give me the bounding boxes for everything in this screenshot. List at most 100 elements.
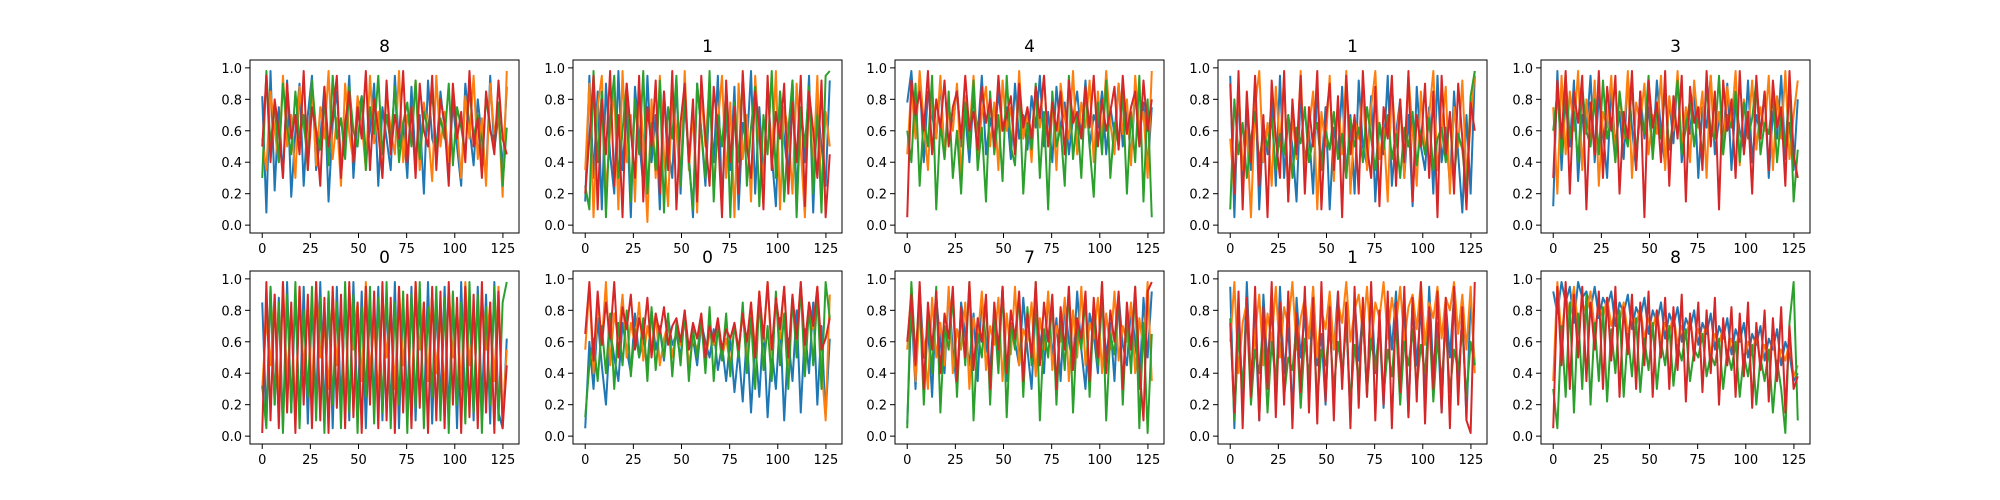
series-line-4 (261, 281, 508, 434)
x-tick-label: 75 (721, 453, 738, 468)
y-tick-label: 0.2 (221, 188, 242, 203)
subplot-title: 1 (702, 37, 713, 57)
x-tick-label: 0 (903, 242, 911, 257)
x-tick-label: 0 (258, 453, 266, 468)
x-tick-label: 125 (1782, 453, 1807, 468)
x-tick-label: 125 (814, 242, 839, 257)
y-tick-label: 0.8 (1512, 93, 1533, 108)
x-tick-label: 50 (1318, 242, 1335, 257)
series-line-4 (261, 70, 508, 187)
y-tick-label: 0.2 (1512, 188, 1533, 203)
x-tick-label: 50 (350, 453, 367, 468)
y-tick-label: 0.4 (1512, 367, 1533, 382)
y-tick-label: 1.0 (866, 273, 887, 288)
y-tick-label: 0.6 (1189, 125, 1210, 140)
x-tick-label: 25 (1270, 453, 1287, 468)
axes-frame (1540, 59, 1811, 234)
x-tick-label: 75 (398, 453, 415, 468)
x-tick-label: 100 (765, 242, 790, 257)
subplot-9: 1 0 25 50 75 100 125 0.0 0.2 0.4 0.6 0.8 1.0 (1189, 248, 1488, 468)
x-tick-label: 75 (1043, 453, 1060, 468)
y-tick-label: 0.2 (1189, 188, 1210, 203)
subplot-2: 1 0 25 50 75 100 125 0.0 0.2 0.4 0.6 0.8 1.0 (544, 37, 843, 257)
y-tick-label: 0.0 (221, 430, 242, 445)
x-tick-label: 125 (814, 453, 839, 468)
x-tick-label: 50 (673, 453, 690, 468)
axes-frame (572, 59, 843, 234)
series-line-4 (1552, 281, 1799, 429)
series-group (1229, 281, 1476, 434)
x-tick-label: 125 (1136, 453, 1161, 468)
x-tick-label: 25 (1593, 242, 1610, 257)
x-tick-label: 100 (442, 242, 467, 257)
series-line-4 (1229, 281, 1476, 434)
x-tick-label: 125 (491, 242, 516, 257)
y-tick-label: 0.6 (1189, 336, 1210, 351)
y-tick-label: 0.4 (221, 367, 242, 382)
y-tick-label: 0.0 (1189, 430, 1210, 445)
subplot-title: 8 (1670, 248, 1681, 268)
y-tick-label: 0.8 (544, 304, 565, 319)
y-tick-label: 0.0 (1189, 219, 1210, 234)
x-tick-label: 50 (995, 242, 1012, 257)
subplot-title: 8 (379, 37, 390, 57)
y-tick-label: 0.6 (1512, 336, 1533, 351)
series-line-4 (1229, 70, 1476, 219)
subplot-title: 4 (1024, 37, 1035, 57)
y-tick-label: 0.8 (544, 93, 565, 108)
y-tick-label: 0.2 (1189, 399, 1210, 414)
x-tick-label: 75 (1689, 453, 1706, 468)
x-tick-label: 100 (442, 453, 467, 468)
y-tick-label: 0.4 (544, 156, 565, 171)
x-tick-label: 50 (1318, 453, 1335, 468)
y-tick-label: 0.0 (221, 219, 242, 234)
x-tick-label: 50 (1641, 242, 1658, 257)
subplot-title: 1 (1347, 248, 1358, 268)
y-tick-label: 0.6 (866, 336, 887, 351)
y-tick-label: 0.8 (221, 304, 242, 319)
y-tick-label: 0.2 (544, 188, 565, 203)
x-tick-label: 125 (1782, 242, 1807, 257)
x-tick-label: 25 (1270, 242, 1287, 257)
y-tick-label: 0.8 (1189, 304, 1210, 319)
x-tick-label: 100 (1087, 242, 1112, 257)
x-tick-label: 125 (1459, 453, 1484, 468)
series-group (584, 281, 831, 429)
x-tick-label: 25 (947, 453, 964, 468)
y-tick-label: 0.6 (221, 125, 242, 140)
y-tick-label: 0.2 (866, 188, 887, 203)
x-tick-label: 75 (1689, 242, 1706, 257)
y-tick-label: 1.0 (221, 273, 242, 288)
y-tick-label: 0.0 (866, 219, 887, 234)
x-tick-label: 125 (1459, 242, 1484, 257)
y-tick-label: 0.8 (1512, 304, 1533, 319)
subplot-title: 3 (1670, 37, 1681, 57)
x-tick-label: 25 (625, 453, 642, 468)
series-group (906, 281, 1153, 434)
subplot-1: 8 0 25 50 75 100 125 0.0 0.2 0.4 0.6 0.8 1.0 (221, 37, 520, 257)
x-tick-label: 125 (1136, 242, 1161, 257)
x-tick-label: 100 (1410, 242, 1435, 257)
y-tick-label: 0.4 (866, 367, 887, 382)
x-tick-label: 100 (1087, 453, 1112, 468)
x-tick-label: 75 (1366, 453, 1383, 468)
y-tick-label: 1.0 (1189, 273, 1210, 288)
subplot-title: 0 (702, 248, 713, 268)
series-group (1552, 70, 1799, 219)
x-tick-label: 100 (1410, 453, 1435, 468)
y-tick-label: 0.4 (1189, 156, 1210, 171)
series-group (1552, 281, 1799, 434)
series-line-2 (1229, 70, 1476, 219)
x-tick-label: 25 (302, 453, 319, 468)
x-tick-label: 0 (1226, 242, 1234, 257)
axes-frame (249, 59, 520, 234)
y-tick-label: 0.4 (1189, 367, 1210, 382)
series-group (261, 70, 508, 214)
y-tick-label: 0.0 (544, 219, 565, 234)
y-tick-label: 0.6 (544, 336, 565, 351)
series-group (1229, 70, 1476, 219)
subplot-10: 8 0 25 50 75 100 125 0.0 0.2 0.4 0.6 0.8 1.0 (1512, 248, 1811, 468)
x-tick-label: 50 (350, 242, 367, 257)
y-tick-label: 0.4 (866, 156, 887, 171)
